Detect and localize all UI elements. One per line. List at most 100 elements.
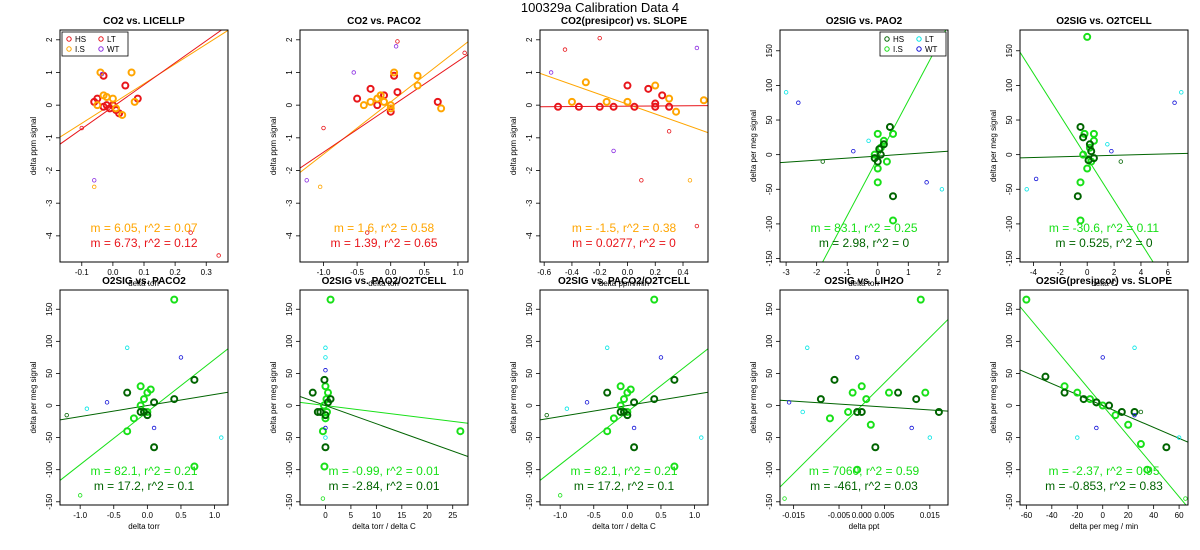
x-tick-label: -1.0 bbox=[317, 268, 331, 277]
y-tick-label: 50 bbox=[285, 368, 294, 377]
data-point bbox=[323, 425, 328, 431]
data-point bbox=[620, 395, 628, 404]
fit-annotation: m = 82.1, r^2 = 0.21 bbox=[570, 464, 677, 478]
data-point bbox=[1136, 440, 1145, 449]
y-tick-label: 0 bbox=[45, 403, 54, 408]
data-point bbox=[866, 420, 875, 429]
x-tick-label: 0.005 bbox=[874, 511, 895, 520]
data-point bbox=[170, 295, 179, 304]
plot-frame bbox=[299, 289, 469, 506]
data-point bbox=[651, 81, 660, 90]
plot-area bbox=[1020, 32, 1188, 262]
y-tick-label: -100 bbox=[45, 461, 54, 478]
y-tick-label: -100 bbox=[525, 461, 534, 478]
data-point bbox=[644, 84, 653, 93]
legend-label: I.S bbox=[75, 45, 85, 54]
chart-title: CO2 vs. LICELLP bbox=[103, 16, 185, 27]
fit-line bbox=[540, 105, 708, 108]
y-tick-label: -150 bbox=[1005, 250, 1014, 267]
data-point bbox=[1089, 129, 1098, 138]
data-point bbox=[170, 395, 179, 404]
plot-area bbox=[1020, 295, 1188, 505]
x-tick-label: 25 bbox=[448, 511, 457, 520]
data-point bbox=[650, 395, 659, 404]
data-point bbox=[616, 401, 625, 410]
data-point bbox=[916, 295, 925, 304]
y-tick-label: -150 bbox=[285, 493, 294, 510]
y-tick-label: -2 bbox=[45, 166, 54, 174]
fit-annotation: m = 17.2, r^2 = 0.1 bbox=[94, 479, 195, 493]
y-tick-label: -4 bbox=[45, 232, 54, 240]
y-tick-label: 100 bbox=[765, 78, 774, 92]
x-tick-label: -2 bbox=[813, 268, 821, 277]
y-tick-label: -100 bbox=[285, 461, 294, 478]
data-point bbox=[939, 187, 945, 192]
y-axis-label: delta per meg signal bbox=[749, 110, 758, 182]
data-point bbox=[84, 406, 90, 411]
y-tick-label: -50 bbox=[45, 431, 54, 443]
data-point bbox=[1176, 435, 1182, 440]
data-point bbox=[373, 101, 382, 110]
x-tick-label: -0.2 bbox=[593, 268, 607, 277]
data-point bbox=[665, 94, 674, 103]
y-tick-label: 2 bbox=[285, 37, 294, 42]
data-point bbox=[1172, 100, 1177, 105]
fit-annotation: m = -1.5, r^2 = 0.38 bbox=[572, 221, 677, 235]
data-point bbox=[321, 411, 330, 420]
data-point bbox=[554, 102, 563, 111]
y-axis-label: delta per meg signal bbox=[29, 361, 38, 433]
x-tick-label: 0.5 bbox=[419, 268, 431, 277]
fit-line bbox=[300, 54, 468, 169]
fit-annotation: m = 17.2, r^2 = 0.1 bbox=[574, 479, 675, 493]
x-axis-label: delta torr bbox=[368, 279, 400, 288]
chart-title: CO2(presipcor) vs. SLOPE bbox=[561, 16, 687, 27]
data-point bbox=[321, 382, 330, 391]
data-point bbox=[1109, 148, 1114, 154]
data-point bbox=[437, 104, 446, 113]
x-tick-label: 0 bbox=[323, 511, 328, 520]
data-point bbox=[603, 388, 612, 397]
chart-panel-7: O2SIG vs. PAO2/O2TCELL 0 5 10 15 20 25 -150 -100… bbox=[269, 276, 469, 531]
x-tick-label: 6 bbox=[1166, 268, 1171, 277]
chart-title: O2SIG vs. O2TCELL bbox=[1056, 16, 1152, 27]
data-point bbox=[544, 412, 549, 418]
fit-annotation: m = -461, r^2 = 0.03 bbox=[810, 479, 918, 493]
y-tick-label: 2 bbox=[525, 37, 534, 42]
plot-frame bbox=[299, 29, 469, 263]
data-point bbox=[146, 385, 155, 394]
data-point bbox=[1118, 159, 1123, 164]
data-point bbox=[1092, 398, 1101, 407]
x-tick-label: -0.4 bbox=[565, 268, 579, 277]
fit-line bbox=[1020, 369, 1188, 443]
y-tick-label: 1 bbox=[285, 70, 294, 75]
fit-annotation: m = 6.73, r^2 = 0.12 bbox=[90, 236, 197, 250]
data-point bbox=[413, 71, 422, 80]
fit-line bbox=[780, 399, 948, 412]
chart-panel-10: O2SIG(presipcor) vs. SLOPE -60 -40 -20 0 20 40… bbox=[989, 276, 1189, 531]
legend-marker bbox=[884, 46, 890, 52]
y-tick-label: 100 bbox=[45, 334, 54, 348]
fit-line bbox=[1020, 152, 1188, 159]
data-point bbox=[871, 443, 880, 452]
data-point bbox=[687, 178, 693, 183]
x-tick-label: 0.0 bbox=[107, 268, 119, 277]
data-point bbox=[851, 148, 856, 154]
y-tick-label: -50 bbox=[1005, 183, 1014, 195]
data-point bbox=[1138, 409, 1144, 415]
x-tick-label: -0.5 bbox=[350, 268, 364, 277]
x-tick-label: -4 bbox=[1030, 268, 1038, 277]
x-tick-label: 0.4 bbox=[677, 268, 689, 277]
data-point bbox=[79, 125, 84, 131]
x-tick-label: -1 bbox=[844, 268, 852, 277]
data-point bbox=[873, 164, 882, 173]
x-tick-label: 15 bbox=[397, 511, 406, 520]
x-tick-label: -0.1 bbox=[75, 268, 89, 277]
plot-area bbox=[300, 295, 468, 501]
chart-title: O2SIG(presipcor) vs. SLOPE bbox=[1036, 276, 1172, 287]
fit-line bbox=[300, 395, 468, 458]
data-point bbox=[386, 104, 395, 113]
data-point bbox=[1083, 32, 1092, 41]
y-tick-label: -100 bbox=[1005, 215, 1014, 232]
fit-line bbox=[822, 30, 947, 262]
x-tick-label: -40 bbox=[1046, 511, 1058, 520]
